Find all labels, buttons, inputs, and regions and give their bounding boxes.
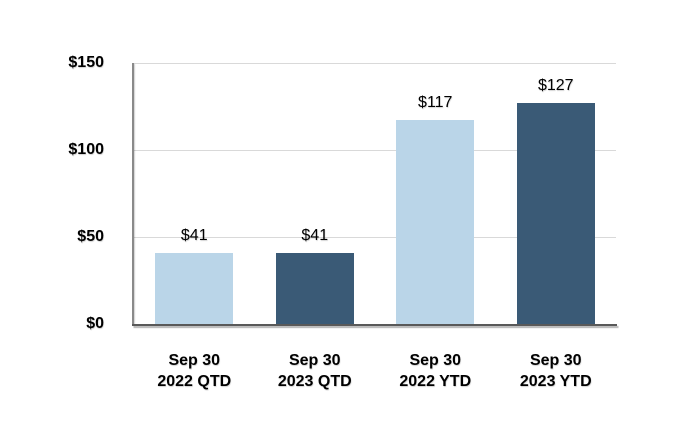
x-tick-line2: 2022 YTD: [399, 373, 472, 390]
bar-slot-2022-qtd: $41: [134, 63, 255, 324]
bar-2023-ytd: [516, 103, 595, 324]
x-tick-line1: Sep 30: [168, 352, 221, 369]
y-tick-label: $0: [86, 315, 104, 332]
y-axis-line: [132, 63, 134, 325]
bar-value-label: $127: [537, 77, 574, 94]
x-tick-2023-ytd: Sep 30 2023 YTD: [496, 350, 617, 392]
bar-slot-2023-ytd: $127: [496, 63, 617, 324]
x-tick-2022-ytd: Sep 30 2022 YTD: [375, 350, 496, 392]
bar-value-label: $41: [301, 227, 329, 244]
bars-group: $41 $41 $117 $127: [134, 63, 616, 324]
y-tick-label: $150: [68, 54, 104, 71]
x-tick-2022-qtd: Sep 30 2022 QTD: [134, 350, 255, 392]
bar-2023-qtd: [275, 253, 354, 324]
x-tick-line2: 2023 QTD: [277, 373, 352, 390]
x-axis-labels: Sep 30 2022 QTD Sep 30 2023 QTD Sep 30 2…: [134, 350, 616, 392]
x-tick-line2: 2022 QTD: [157, 373, 232, 390]
y-tick-label: $50: [77, 228, 104, 245]
y-tick-label: $100: [68, 141, 104, 158]
bar-slot-2023-qtd: $41: [255, 63, 376, 324]
bar-2022-qtd: [155, 253, 234, 324]
x-tick-line1: Sep 30: [409, 352, 462, 369]
x-tick-line2: 2023 YTD: [519, 373, 592, 390]
bar-value-label: $117: [418, 94, 453, 111]
x-tick-line1: Sep 30: [529, 352, 582, 369]
gridline: [134, 150, 616, 151]
gridline: [134, 237, 616, 238]
bar-value-label: $41: [180, 227, 208, 244]
bar-slot-2022-ytd: $117: [375, 63, 496, 324]
x-tick-2023-qtd: Sep 30 2023 QTD: [255, 350, 376, 392]
y-axis-labels: $0 $50 $100 $150: [0, 0, 104, 448]
gridline: [134, 63, 616, 64]
bar-2022-ytd: [396, 120, 475, 324]
plot-area: $41 $41 $117 $127: [132, 63, 617, 326]
x-axis-line: [132, 324, 617, 326]
x-tick-line1: Sep 30: [288, 352, 341, 369]
